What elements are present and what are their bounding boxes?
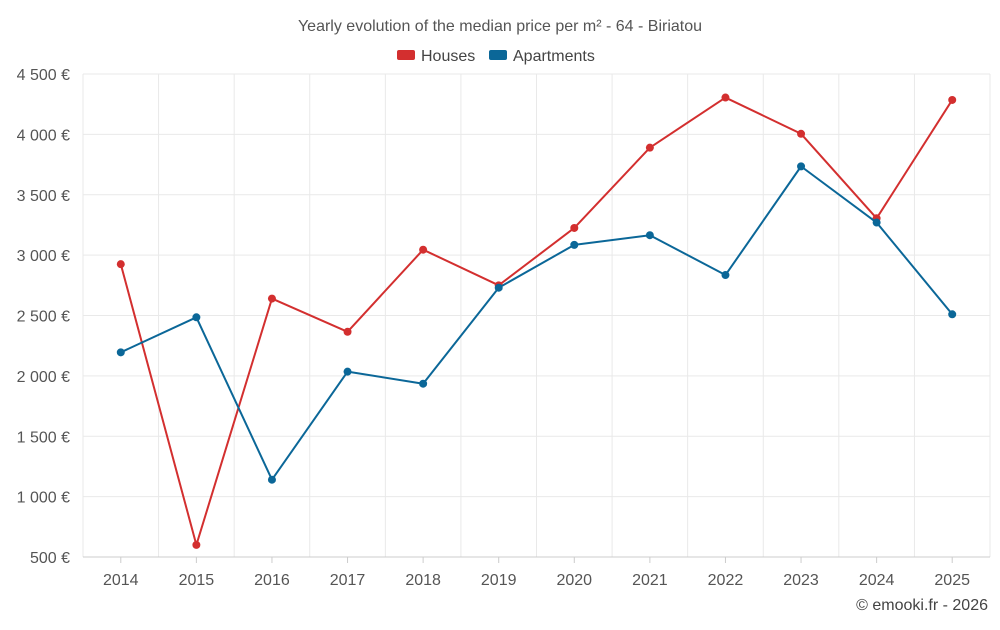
- data-point-apartments: [721, 271, 730, 280]
- y-tick-label: 3 000 €: [17, 248, 70, 265]
- series: [116, 93, 957, 549]
- x-tick-label: 2022: [708, 572, 744, 589]
- y-tick-label: 2 000 €: [17, 369, 70, 386]
- credit-text: © emooki.fr - 2026: [856, 597, 988, 614]
- x-tick-label: 2014: [103, 572, 139, 589]
- data-point-houses: [419, 245, 428, 254]
- data-point-houses: [948, 95, 957, 104]
- chart-title: Yearly evolution of the median price per…: [298, 18, 702, 35]
- data-point-houses: [116, 260, 125, 269]
- grid: [82, 73, 991, 557]
- y-tick-label: 3 500 €: [17, 188, 70, 205]
- y-tick-label: 2 500 €: [17, 309, 70, 326]
- data-point-apartments: [872, 218, 881, 227]
- data-point-houses: [192, 540, 201, 549]
- x-tick-label: 2021: [632, 572, 668, 589]
- data-point-apartments: [267, 475, 276, 484]
- y-tick-label: 4 500 €: [17, 67, 70, 84]
- data-point-apartments: [343, 367, 352, 376]
- x-tick-label: 2017: [330, 572, 366, 589]
- legend: Houses Apartments: [397, 48, 595, 65]
- data-point-apartments: [116, 348, 125, 357]
- x-tick-label: 2023: [783, 572, 819, 589]
- data-point-apartments: [494, 283, 503, 292]
- x-tick-label: 2020: [556, 572, 592, 589]
- x-tick-label: 2016: [254, 572, 290, 589]
- legend-swatch-houses: [397, 50, 415, 60]
- y-tick-label: 1 500 €: [17, 429, 70, 446]
- legend-swatch-apartments: [489, 50, 507, 60]
- data-point-apartments: [948, 310, 957, 319]
- data-point-apartments: [645, 231, 654, 240]
- x-tick-label: 2015: [179, 572, 215, 589]
- y-tick-label: 1 000 €: [17, 490, 70, 507]
- data-point-houses: [721, 93, 730, 102]
- y-tick-label: 4 000 €: [17, 127, 70, 144]
- x-tick-label: 2024: [859, 572, 895, 589]
- series-line-apartments: [120, 165, 953, 481]
- data-point-houses: [797, 129, 806, 138]
- x-tick-label: 2025: [934, 572, 970, 589]
- data-point-apartments: [419, 379, 428, 388]
- data-point-houses: [645, 143, 654, 152]
- x-tick-label: 2018: [405, 572, 441, 589]
- data-point-apartments: [797, 162, 806, 171]
- y-tick-label: 500 €: [30, 550, 70, 567]
- x-tick-label: 2019: [481, 572, 517, 589]
- data-point-houses: [343, 327, 352, 336]
- data-point-houses: [570, 223, 579, 232]
- data-point-apartments: [192, 313, 201, 322]
- data-point-houses: [267, 294, 276, 303]
- series-line-houses: [119, 96, 954, 546]
- legend-label-apartments: Apartments: [513, 48, 595, 65]
- legend-label-houses: Houses: [421, 48, 475, 65]
- axes: 500 € 1 000 € 1 500 € 2 000 € 2 500 € 3 000 €…: [17, 67, 990, 589]
- data-point-apartments: [570, 240, 579, 249]
